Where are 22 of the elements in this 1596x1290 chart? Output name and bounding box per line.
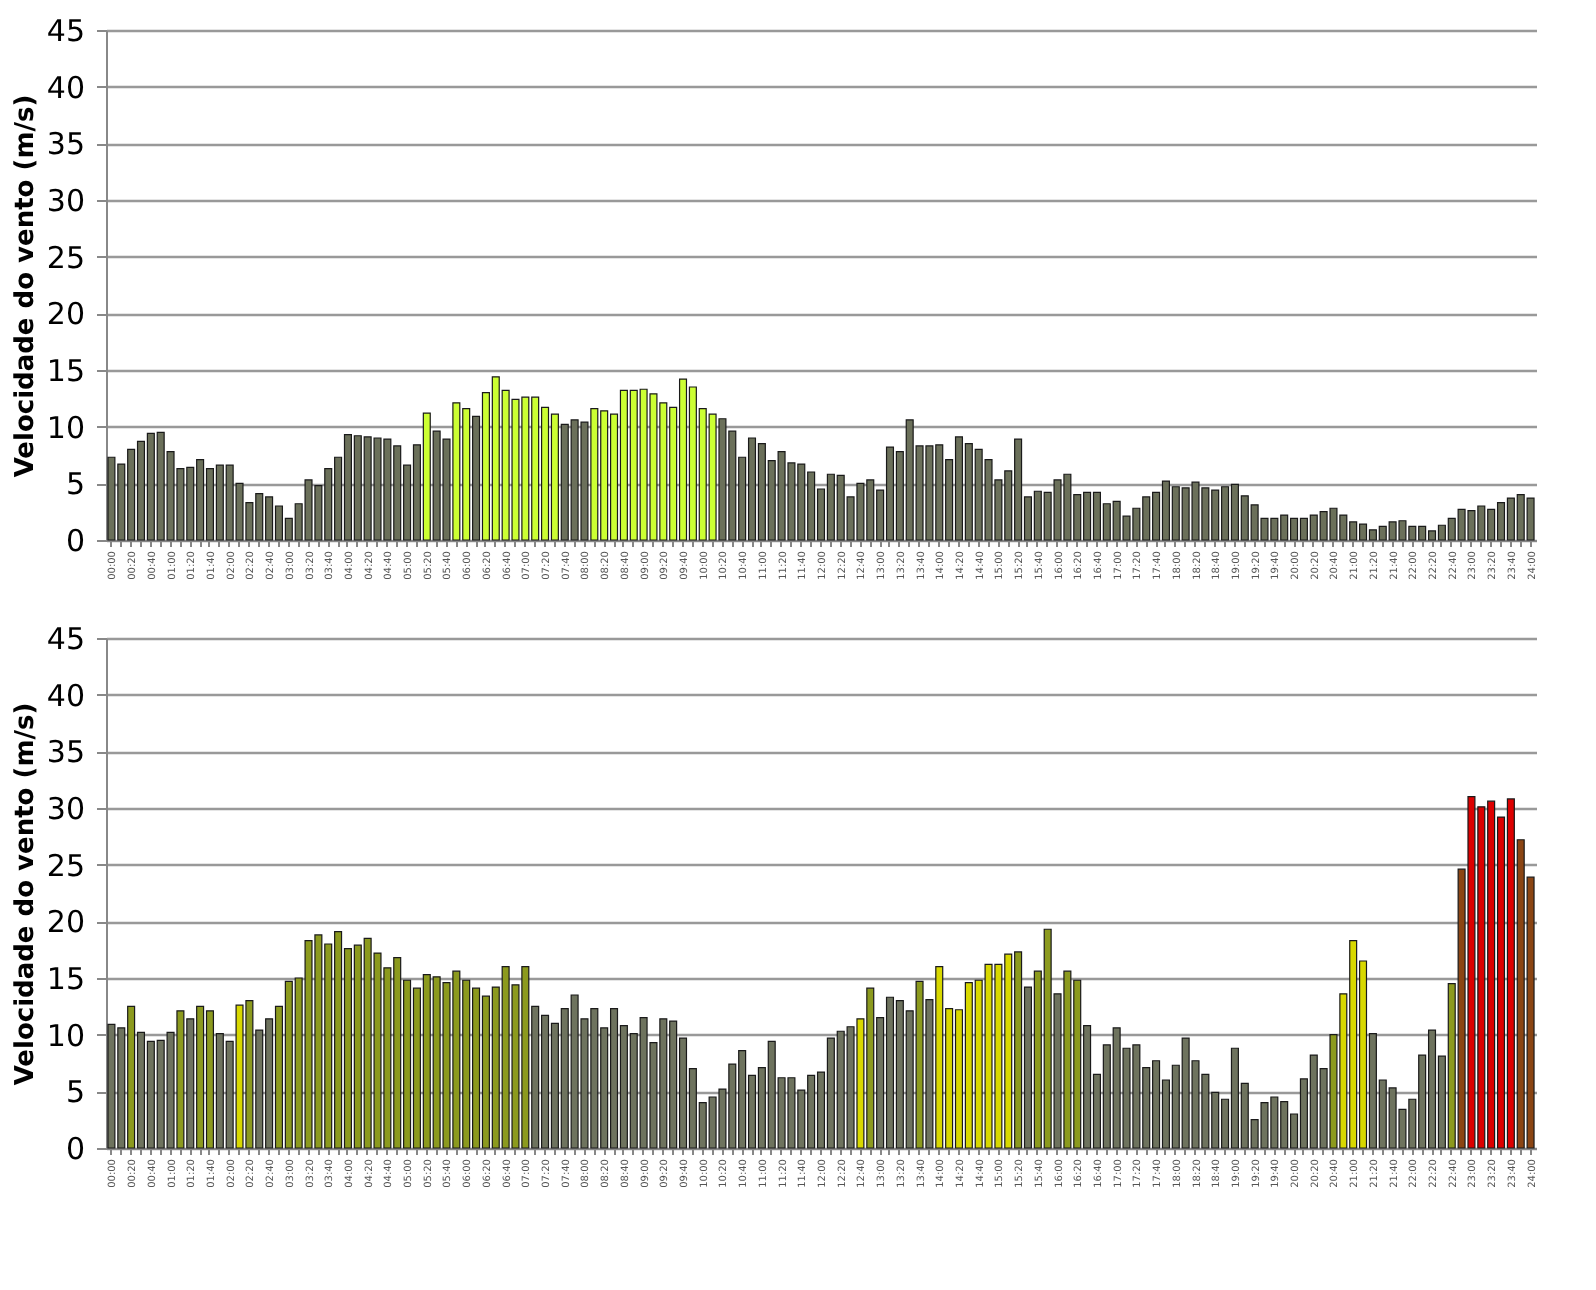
y-tick-label: 0 bbox=[65, 1131, 85, 1167]
y-tick-label: 5 bbox=[65, 1074, 85, 1111]
y-tick-label: 20 bbox=[46, 904, 85, 941]
y-tick-label: 20 bbox=[46, 296, 85, 333]
y-tick-label: 35 bbox=[46, 734, 85, 771]
y-tick-label: 15 bbox=[46, 961, 85, 997]
y-tick-label: 10 bbox=[46, 409, 85, 446]
y-tick-label: 40 bbox=[46, 69, 85, 106]
y-tick-label: 25 bbox=[46, 847, 85, 884]
y-tick-label: 45 bbox=[46, 621, 85, 657]
y-axis-title: Velocidade do vento (m/s) bbox=[10, 94, 41, 478]
y-tick-label: 10 bbox=[46, 1017, 85, 1054]
y-tick-label: 30 bbox=[46, 791, 85, 827]
y-tick-label: 45 bbox=[46, 13, 85, 49]
y-tick-label: 15 bbox=[46, 353, 85, 389]
y-tick-label: 35 bbox=[46, 126, 85, 163]
y-tick-label: 0 bbox=[65, 523, 85, 559]
y-tick-label: 40 bbox=[46, 677, 85, 714]
y-tick-label: 25 bbox=[46, 239, 85, 276]
y-tick-label: 30 bbox=[46, 183, 85, 219]
y-tick-label: 5 bbox=[65, 466, 85, 503]
y-axis-title: Velocidade do vento (m/s) bbox=[10, 702, 41, 1086]
